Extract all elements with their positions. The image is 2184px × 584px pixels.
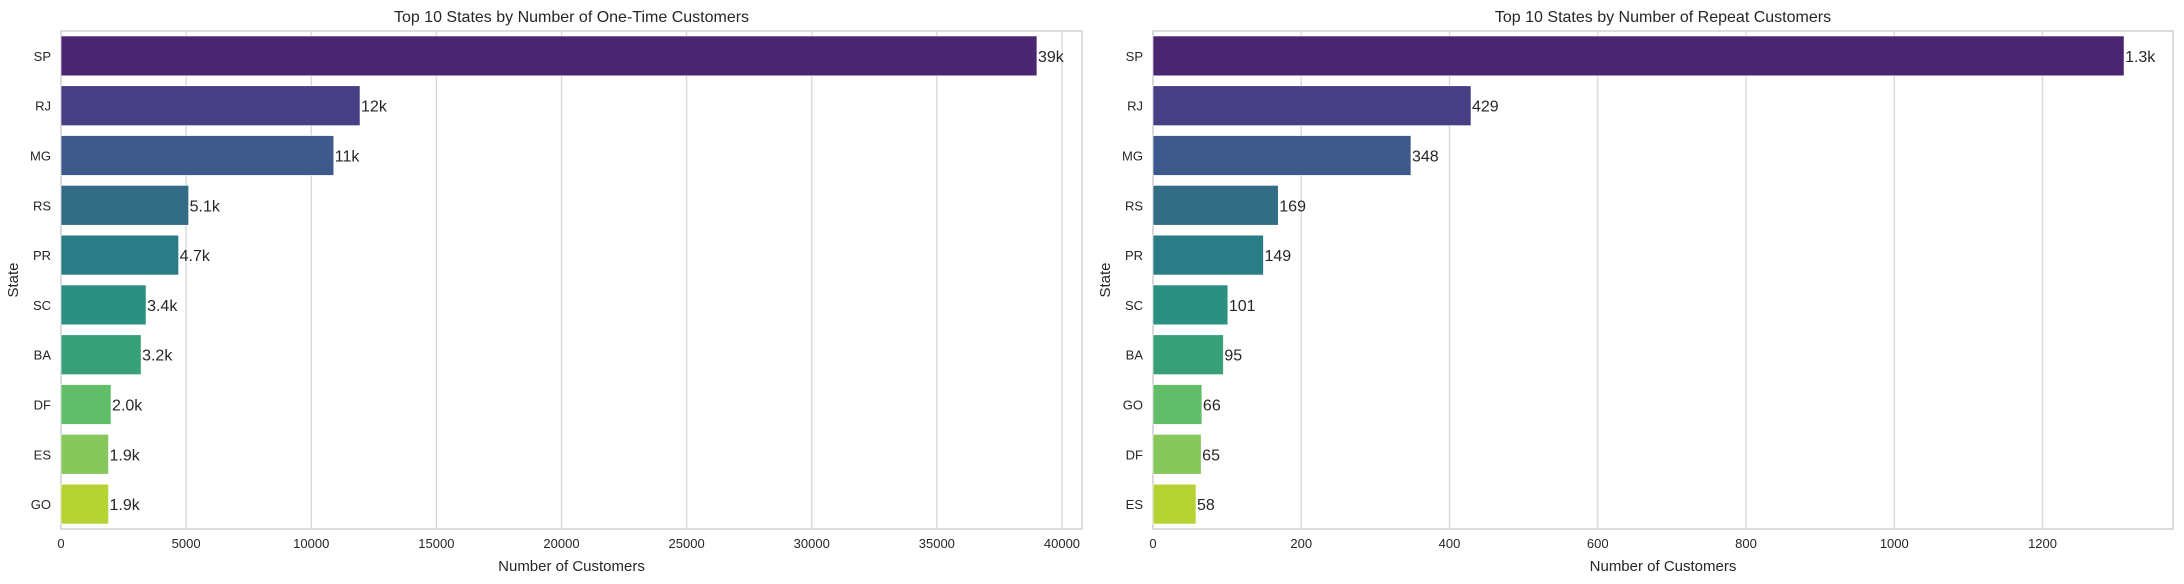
- x-tick-label: 800: [1735, 536, 1757, 551]
- data-label-sc: 101: [1229, 298, 1256, 315]
- data-label-df: 65: [1202, 447, 1220, 464]
- data-label-df: 2.0k: [112, 398, 143, 415]
- y-tick-label: SP: [1126, 49, 1143, 64]
- y-tick-label: SP: [34, 49, 51, 64]
- x-axis-label: Number of Customers: [498, 558, 645, 575]
- y-tick-label: BA: [1126, 348, 1144, 363]
- bar-pr: [60, 234, 179, 276]
- x-tick-label: 200: [1290, 536, 1312, 551]
- x-tick-label: 0: [1149, 536, 1156, 551]
- x-tick-label: 25000: [669, 536, 705, 551]
- data-label-rs: 169: [1279, 198, 1306, 215]
- bar-df: [60, 384, 112, 425]
- data-label-go: 1.9k: [110, 497, 141, 514]
- x-axis-label: Number of Customers: [1590, 558, 1737, 575]
- data-label-ba: 3.2k: [142, 348, 173, 365]
- bar-es: [1152, 483, 1197, 525]
- bar-go: [1152, 384, 1203, 425]
- y-tick-label: PR: [1125, 248, 1143, 263]
- data-label-es: 1.9k: [110, 447, 141, 464]
- y-tick-label: SC: [1125, 298, 1143, 313]
- y-tick-label: BA: [34, 348, 52, 363]
- chart-panel-1: 39k SP 12k RJ 11k MG 5.1k RS 4.7k PR 3.4k SC 3.2k BA 2…: [5, 9, 1083, 575]
- y-tick-label: SC: [33, 298, 51, 313]
- y-tick-label: DF: [1126, 447, 1143, 462]
- x-tick-label: 5000: [172, 536, 201, 551]
- bar-es: [60, 434, 109, 475]
- x-tick-label: 20000: [543, 536, 579, 551]
- bar-ba: [60, 334, 142, 375]
- bar-rj: [1152, 85, 1472, 126]
- y-tick-label: RJ: [1127, 99, 1143, 114]
- data-label-pr: 4.7k: [180, 248, 211, 265]
- y-tick-label: GO: [31, 497, 51, 512]
- y-tick-label: RS: [33, 198, 51, 213]
- bar-sp: [60, 35, 1038, 77]
- y-axis-label: State: [5, 262, 22, 297]
- data-label-go: 66: [1203, 398, 1221, 415]
- data-label-mg: 348: [1412, 149, 1439, 166]
- y-tick-label: RS: [1125, 198, 1143, 213]
- x-tick-label: 15000: [418, 536, 454, 551]
- data-label-rj: 429: [1472, 99, 1499, 116]
- x-tick-label: 30000: [794, 536, 830, 551]
- x-tick-label: 400: [1439, 536, 1461, 551]
- bar-rs: [60, 185, 189, 226]
- bar-mg: [1152, 135, 1412, 176]
- bar-sc: [60, 284, 147, 326]
- bar-rj: [60, 85, 361, 126]
- bar-df: [1152, 434, 1202, 475]
- y-tick-label: MG: [1122, 149, 1143, 164]
- bar-sc: [1152, 284, 1229, 326]
- data-label-rj: 12k: [361, 99, 388, 116]
- x-tick-label: 35000: [919, 536, 955, 551]
- chart-title: Top 10 States by Number of One-Time Cust…: [394, 9, 749, 26]
- bar-mg: [60, 135, 335, 176]
- bar-go: [60, 483, 109, 525]
- data-label-es: 58: [1197, 497, 1215, 514]
- bar-pr: [1152, 234, 1264, 276]
- y-tick-label: ES: [34, 447, 52, 462]
- data-label-mg: 11k: [335, 149, 361, 166]
- y-tick-label: MG: [30, 149, 51, 164]
- y-tick-label: GO: [1123, 398, 1143, 413]
- x-tick-label: 600: [1587, 536, 1609, 551]
- bar-ba: [1152, 334, 1224, 375]
- data-label-sp: 1.3k: [2125, 49, 2156, 66]
- y-tick-label: PR: [33, 248, 51, 263]
- y-tick-label: RJ: [35, 99, 51, 114]
- y-tick-label: DF: [34, 398, 51, 413]
- data-label-pr: 149: [1264, 248, 1291, 265]
- x-tick-label: 1200: [2028, 536, 2057, 551]
- x-tick-label: 10000: [293, 536, 329, 551]
- chart-panel-2: 1.3k SP 429 RJ 348 MG 169 RS 149 PR 101 SC 95 BA 66 GO 6…: [1097, 9, 2174, 575]
- y-axis-label: State: [1097, 262, 1114, 297]
- bar-rs: [1152, 185, 1279, 226]
- x-tick-label: 1000: [1880, 536, 1909, 551]
- chart-title: Top 10 States by Number of Repeat Custom…: [1495, 9, 1831, 26]
- data-label-sc: 3.4k: [147, 298, 178, 315]
- y-tick-label: ES: [1126, 497, 1144, 512]
- data-label-sp: 39k: [1038, 49, 1065, 66]
- data-label-rs: 5.1k: [190, 198, 221, 215]
- plot-frame: [60, 30, 1083, 530]
- data-label-ba: 95: [1224, 348, 1242, 365]
- x-tick-label: 40000: [1044, 536, 1080, 551]
- bar-sp: [1152, 35, 2125, 77]
- plot-frame: [1152, 30, 2174, 530]
- x-tick-label: 0: [57, 536, 64, 551]
